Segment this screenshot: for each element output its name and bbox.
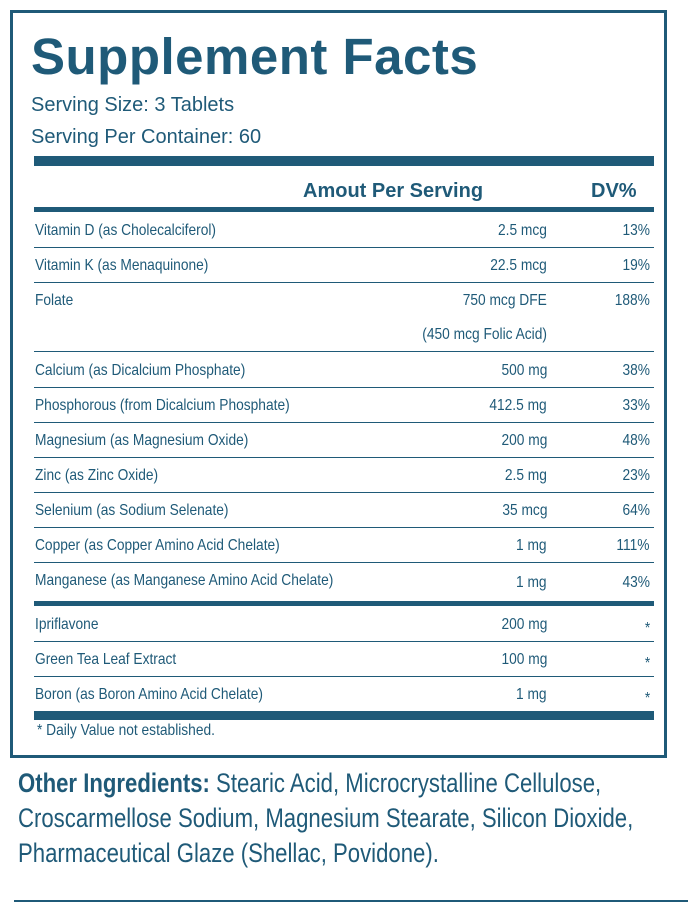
- nutrient-row: Boron (as Boron Amino Acid Chelate) 1 mg…: [34, 677, 654, 711]
- nutrient-name: Copper (as Copper Amino Acid Chelate): [35, 537, 280, 554]
- nutrient-amount: 2.5 mg: [504, 467, 547, 484]
- nutrient-name: Phosphorous (from Dicalcium Phosphate): [35, 397, 290, 414]
- bottom-thick-divider: [34, 711, 654, 720]
- nutrient-amount: 2.5 mcg: [498, 222, 547, 239]
- amount-header: Amout Per Serving: [303, 180, 484, 202]
- nutrient-dv: 23%: [622, 467, 650, 484]
- nutrient-name: Magnesium (as Magnesium Oxide): [35, 432, 249, 449]
- nutrient-amount: 500 mg: [501, 362, 547, 379]
- nutrient-dv: 111%: [616, 537, 650, 554]
- nutrient-row: Selenium (as Sodium Selenate) 35 mcg 64%: [34, 493, 654, 528]
- nutrient-name: Ipriflavone: [35, 616, 99, 633]
- nutrient-amount: 1 mg: [516, 537, 547, 554]
- nutrient-dv: 48%: [622, 432, 650, 449]
- thick-divider: [34, 156, 654, 166]
- nutrient-dv: 188%: [614, 292, 650, 309]
- nutrient-row: Ipriflavone 200 mg *: [34, 607, 654, 642]
- nutrient-amount: 1 mg: [516, 574, 547, 591]
- nutrient-dv: 64%: [622, 502, 650, 519]
- nutrient-amount: 200 mg: [501, 616, 547, 633]
- nutrient-name: Calcium (as Dicalcium Phosphate): [35, 362, 246, 379]
- other-ingredients-label: Other Ingredients:: [18, 768, 210, 798]
- nutrient-row: Folate 750 mcg DFE (450 mcg Folic Acid) …: [34, 283, 654, 352]
- nutrient-name: Vitamin K (as Menaquinone): [35, 257, 209, 274]
- nutrient-amount: 200 mg: [501, 432, 547, 449]
- nutrient-name: Folate: [35, 292, 74, 309]
- nutrient-row: Copper (as Copper Amino Acid Chelate) 1 …: [34, 528, 654, 563]
- nutrient-amount: 100 mg: [501, 651, 547, 668]
- daily-value-footnote: * Daily Value not established.: [37, 722, 215, 739]
- nutrient-amount: 1 mg: [516, 686, 547, 703]
- serving-per-container: Serving Per Container: 60: [31, 126, 262, 148]
- nutrient-name: Zinc (as Zinc Oxide): [35, 467, 159, 484]
- supplement-facts-panel: Supplement Facts Serving Size: 3 Tablets…: [10, 10, 667, 758]
- nutrient-row: Phosphorous (from Dicalcium Phosphate) 4…: [34, 388, 654, 423]
- bottom-rule: [14, 900, 688, 902]
- nutrient-row: Magnesium (as Magnesium Oxide) 200 mg 48…: [34, 423, 654, 458]
- serving-size: Serving Size: 3 Tablets: [31, 94, 235, 116]
- panel-title: Supplement Facts: [31, 28, 479, 85]
- nutrient-dv: *: [644, 655, 650, 672]
- nutrient-row: Calcium (as Dicalcium Phosphate) 500 mg …: [34, 353, 654, 388]
- nutrient-name: Boron (as Boron Amino Acid Chelate): [35, 686, 263, 703]
- nutrient-row: Vitamin D (as Cholecalciferol) 2.5 mcg 1…: [34, 213, 654, 248]
- nutrient-dv: *: [644, 690, 650, 707]
- nutrient-name: Selenium (as Sodium Selenate): [35, 502, 229, 519]
- nutrient-dv: 43%: [622, 574, 650, 591]
- nutrient-row: Green Tea Leaf Extract 100 mg *: [34, 642, 654, 677]
- nutrient-name: Vitamin D (as Cholecalciferol): [35, 222, 216, 239]
- nutrient-amount: 412.5 mg: [489, 397, 547, 414]
- nutrient-row: Zinc (as Zinc Oxide) 2.5 mg 23%: [34, 458, 654, 493]
- nutrient-amount: 22.5 mcg: [490, 257, 547, 274]
- nutrient-dv: 33%: [622, 397, 650, 414]
- other-ingredients: Other Ingredients: Stearic Acid, Microcr…: [18, 766, 674, 871]
- nutrient-row: Vitamin K (as Menaquinone) 22.5 mcg 19%: [34, 248, 654, 283]
- nutrient-amount: 35 mcg: [501, 502, 547, 519]
- nutrient-name: Green Tea Leaf Extract: [35, 651, 177, 668]
- nutrient-amount: 750 mcg DFE: [462, 292, 547, 309]
- nutrient-dv: *: [644, 620, 650, 637]
- header-divider: [34, 207, 654, 212]
- nutrient-amount-detail: (450 mcg Folic Acid): [422, 326, 547, 343]
- nutrient-dv: 19%: [622, 257, 650, 274]
- nutrient-row: Manganese (as Manganese Amino Acid Chela…: [34, 563, 654, 599]
- nutrient-dv: 38%: [622, 362, 650, 379]
- other-ingredients-text: Stearic Acid, Microcrystalline Cellulose…: [18, 768, 634, 868]
- nutrient-name: Manganese (as Manganese Amino Acid Chela…: [35, 572, 334, 589]
- dv-header: DV%: [591, 180, 637, 202]
- section-divider: [34, 601, 654, 606]
- nutrient-dv: 13%: [622, 222, 650, 239]
